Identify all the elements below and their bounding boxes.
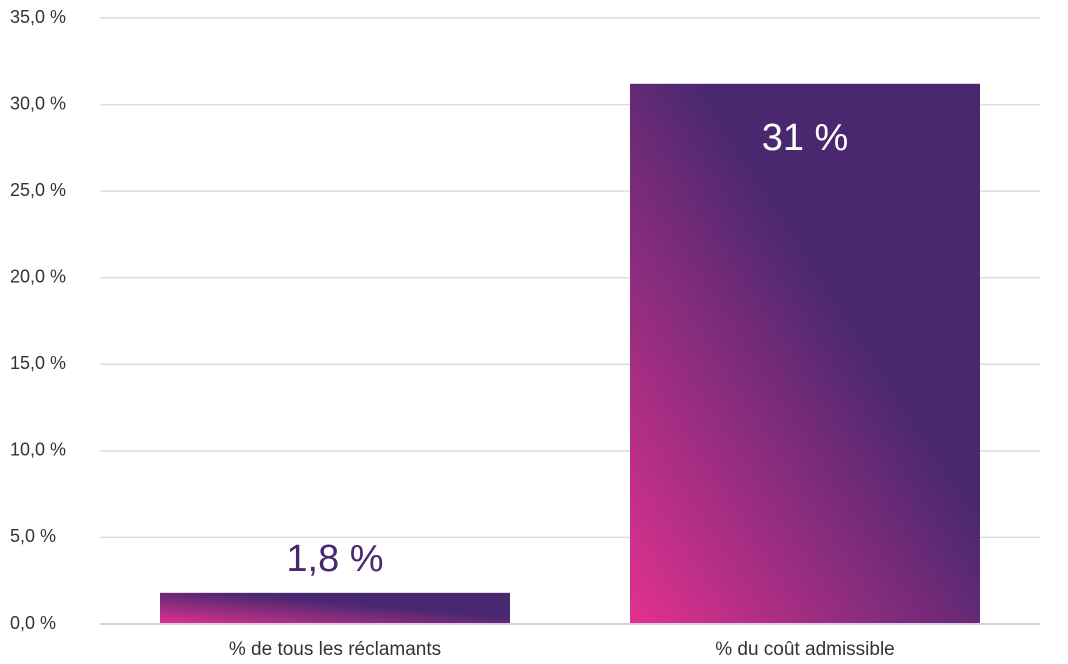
x-tick-label: % du coût admissible <box>715 639 895 660</box>
bar <box>160 592 510 624</box>
y-tick-label: 20,0 % <box>10 266 66 286</box>
y-tick-label: 35,0 % <box>10 7 66 27</box>
y-tick-label: 5,0 % <box>10 526 56 546</box>
x-tick-label: % de tous les réclamants <box>229 639 441 660</box>
y-tick-label: 25,0 % <box>10 180 66 200</box>
y-tick-label: 30,0 % <box>10 93 66 113</box>
value-label: 1,8 % <box>286 538 383 580</box>
bar <box>630 83 980 624</box>
y-tick-label: 10,0 % <box>10 440 66 460</box>
y-tick-label: 0,0 % <box>10 613 56 633</box>
y-tick-label: 15,0 % <box>10 353 66 373</box>
value-label: 31 % <box>762 117 849 159</box>
